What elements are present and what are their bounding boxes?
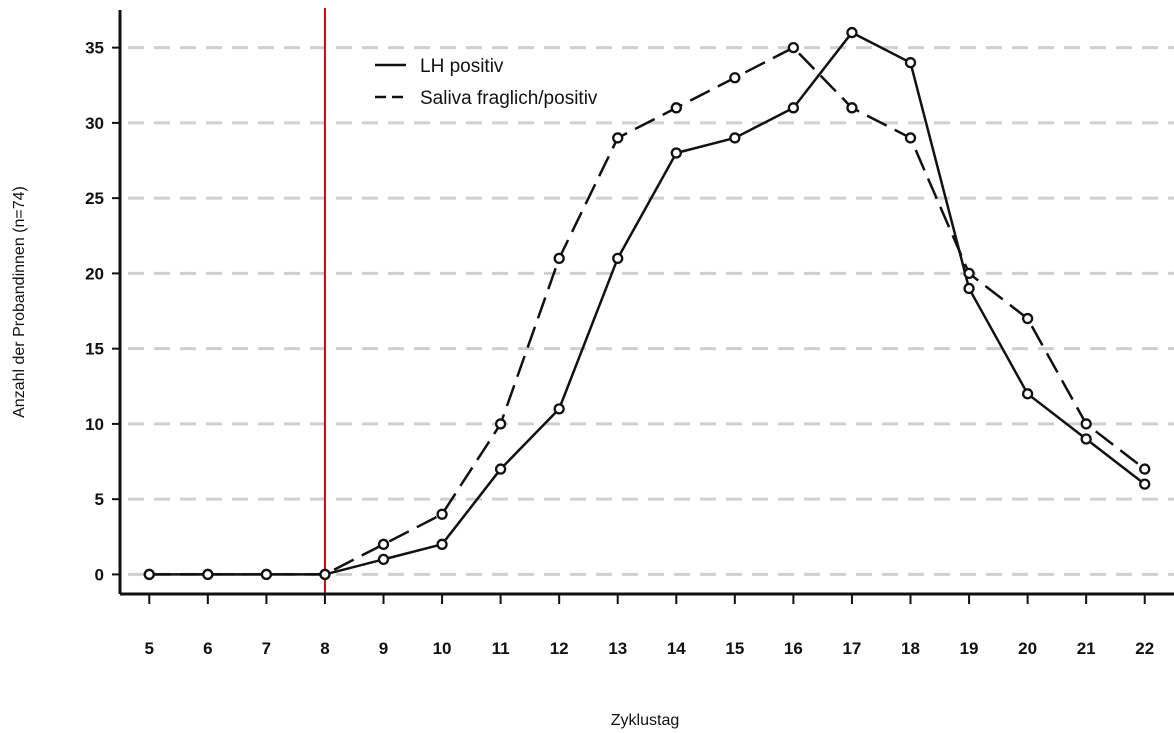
data-point-saliva (963, 267, 975, 280)
data-point-lh (1139, 478, 1151, 490)
series-line-lh (149, 31, 1146, 576)
x-tick-label: 11 (492, 639, 510, 658)
x-tick-label: 13 (608, 639, 627, 658)
y-tick-label: 20 (85, 264, 104, 283)
data-point-lh (612, 252, 624, 265)
x-tick-label: 17 (842, 639, 861, 658)
x-tick-label: 6 (203, 639, 212, 658)
data-point-saliva (1021, 312, 1034, 325)
data-point-saliva (377, 538, 390, 550)
data-point-saliva (729, 72, 741, 84)
data-point-saliva (260, 568, 273, 581)
data-point-lh (670, 147, 682, 159)
y-ticks: 0 5 10 15 20 25 30 35 (85, 39, 120, 584)
legend-label-lh: LH positiv (420, 56, 504, 77)
gridlines (128, 46, 1174, 576)
data-point-saliva (670, 102, 682, 114)
data-point-saliva (846, 102, 858, 114)
x-axis-title: Zyklustag (611, 712, 679, 729)
x-tick-label: 14 (667, 639, 686, 658)
data-point-saliva (143, 568, 155, 581)
x-tick-label: 21 (1077, 639, 1096, 658)
data-point-saliva (612, 132, 624, 144)
data-point-lh (904, 57, 917, 69)
data-point-lh (1021, 388, 1034, 400)
x-tick-label: 7 (262, 639, 271, 658)
x-tick-label: 9 (379, 639, 388, 658)
legend: LH positiv Saliva fraglich/positiv (375, 56, 598, 109)
y-tick-label: 25 (85, 189, 104, 208)
y-axis-title: Anzahl der Probandinnen (n=74) (11, 186, 28, 418)
series-line-saliva (149, 46, 1146, 576)
x-tick-label: 8 (320, 639, 329, 658)
x-tick-label: 15 (725, 639, 744, 658)
data-point-saliva (319, 568, 331, 581)
x-tick-label: 5 (145, 639, 154, 658)
y-tick-label: 5 (95, 490, 104, 509)
y-tick-label: 15 (85, 340, 104, 359)
data-point-lh (963, 282, 975, 295)
data-point-saliva (1080, 418, 1092, 430)
data-point-saliva (436, 508, 448, 520)
x-tick-label: 20 (1018, 639, 1037, 658)
y-tick-label: 30 (85, 114, 104, 133)
data-point-saliva (494, 418, 507, 430)
data-point-lh (377, 553, 390, 566)
data-point-lh (846, 26, 858, 39)
x-tick-label: 10 (433, 639, 452, 658)
series-lines (149, 31, 1146, 576)
x-tick-label: 18 (901, 639, 920, 658)
data-point-saliva (202, 568, 214, 581)
data-point-saliva (904, 132, 917, 144)
data-point-lh (729, 132, 741, 144)
data-point-lh (553, 403, 565, 415)
x-tick-label: 22 (1135, 639, 1154, 658)
data-point-lh (787, 102, 800, 114)
x-ticks: 5 6 7 8 9 10 11 12 13 14 15 16 17 18 19 20 21 22 (145, 594, 1154, 658)
x-tick-label: 12 (550, 639, 569, 658)
legend-label-saliva: Saliva fraglich/positiv (420, 88, 598, 109)
y-tick-label: 10 (85, 415, 104, 434)
x-tick-label: 16 (784, 639, 803, 658)
data-points (143, 26, 1151, 581)
data-point-saliva (787, 41, 800, 54)
data-point-saliva (553, 252, 565, 265)
y-tick-label: 35 (85, 39, 104, 58)
data-point-lh (436, 538, 448, 550)
data-point-saliva (1139, 463, 1151, 475)
x-tick-label: 19 (960, 639, 979, 658)
y-tick-label: 0 (95, 565, 104, 584)
data-point-lh (1080, 433, 1092, 445)
data-point-lh (494, 463, 507, 475)
